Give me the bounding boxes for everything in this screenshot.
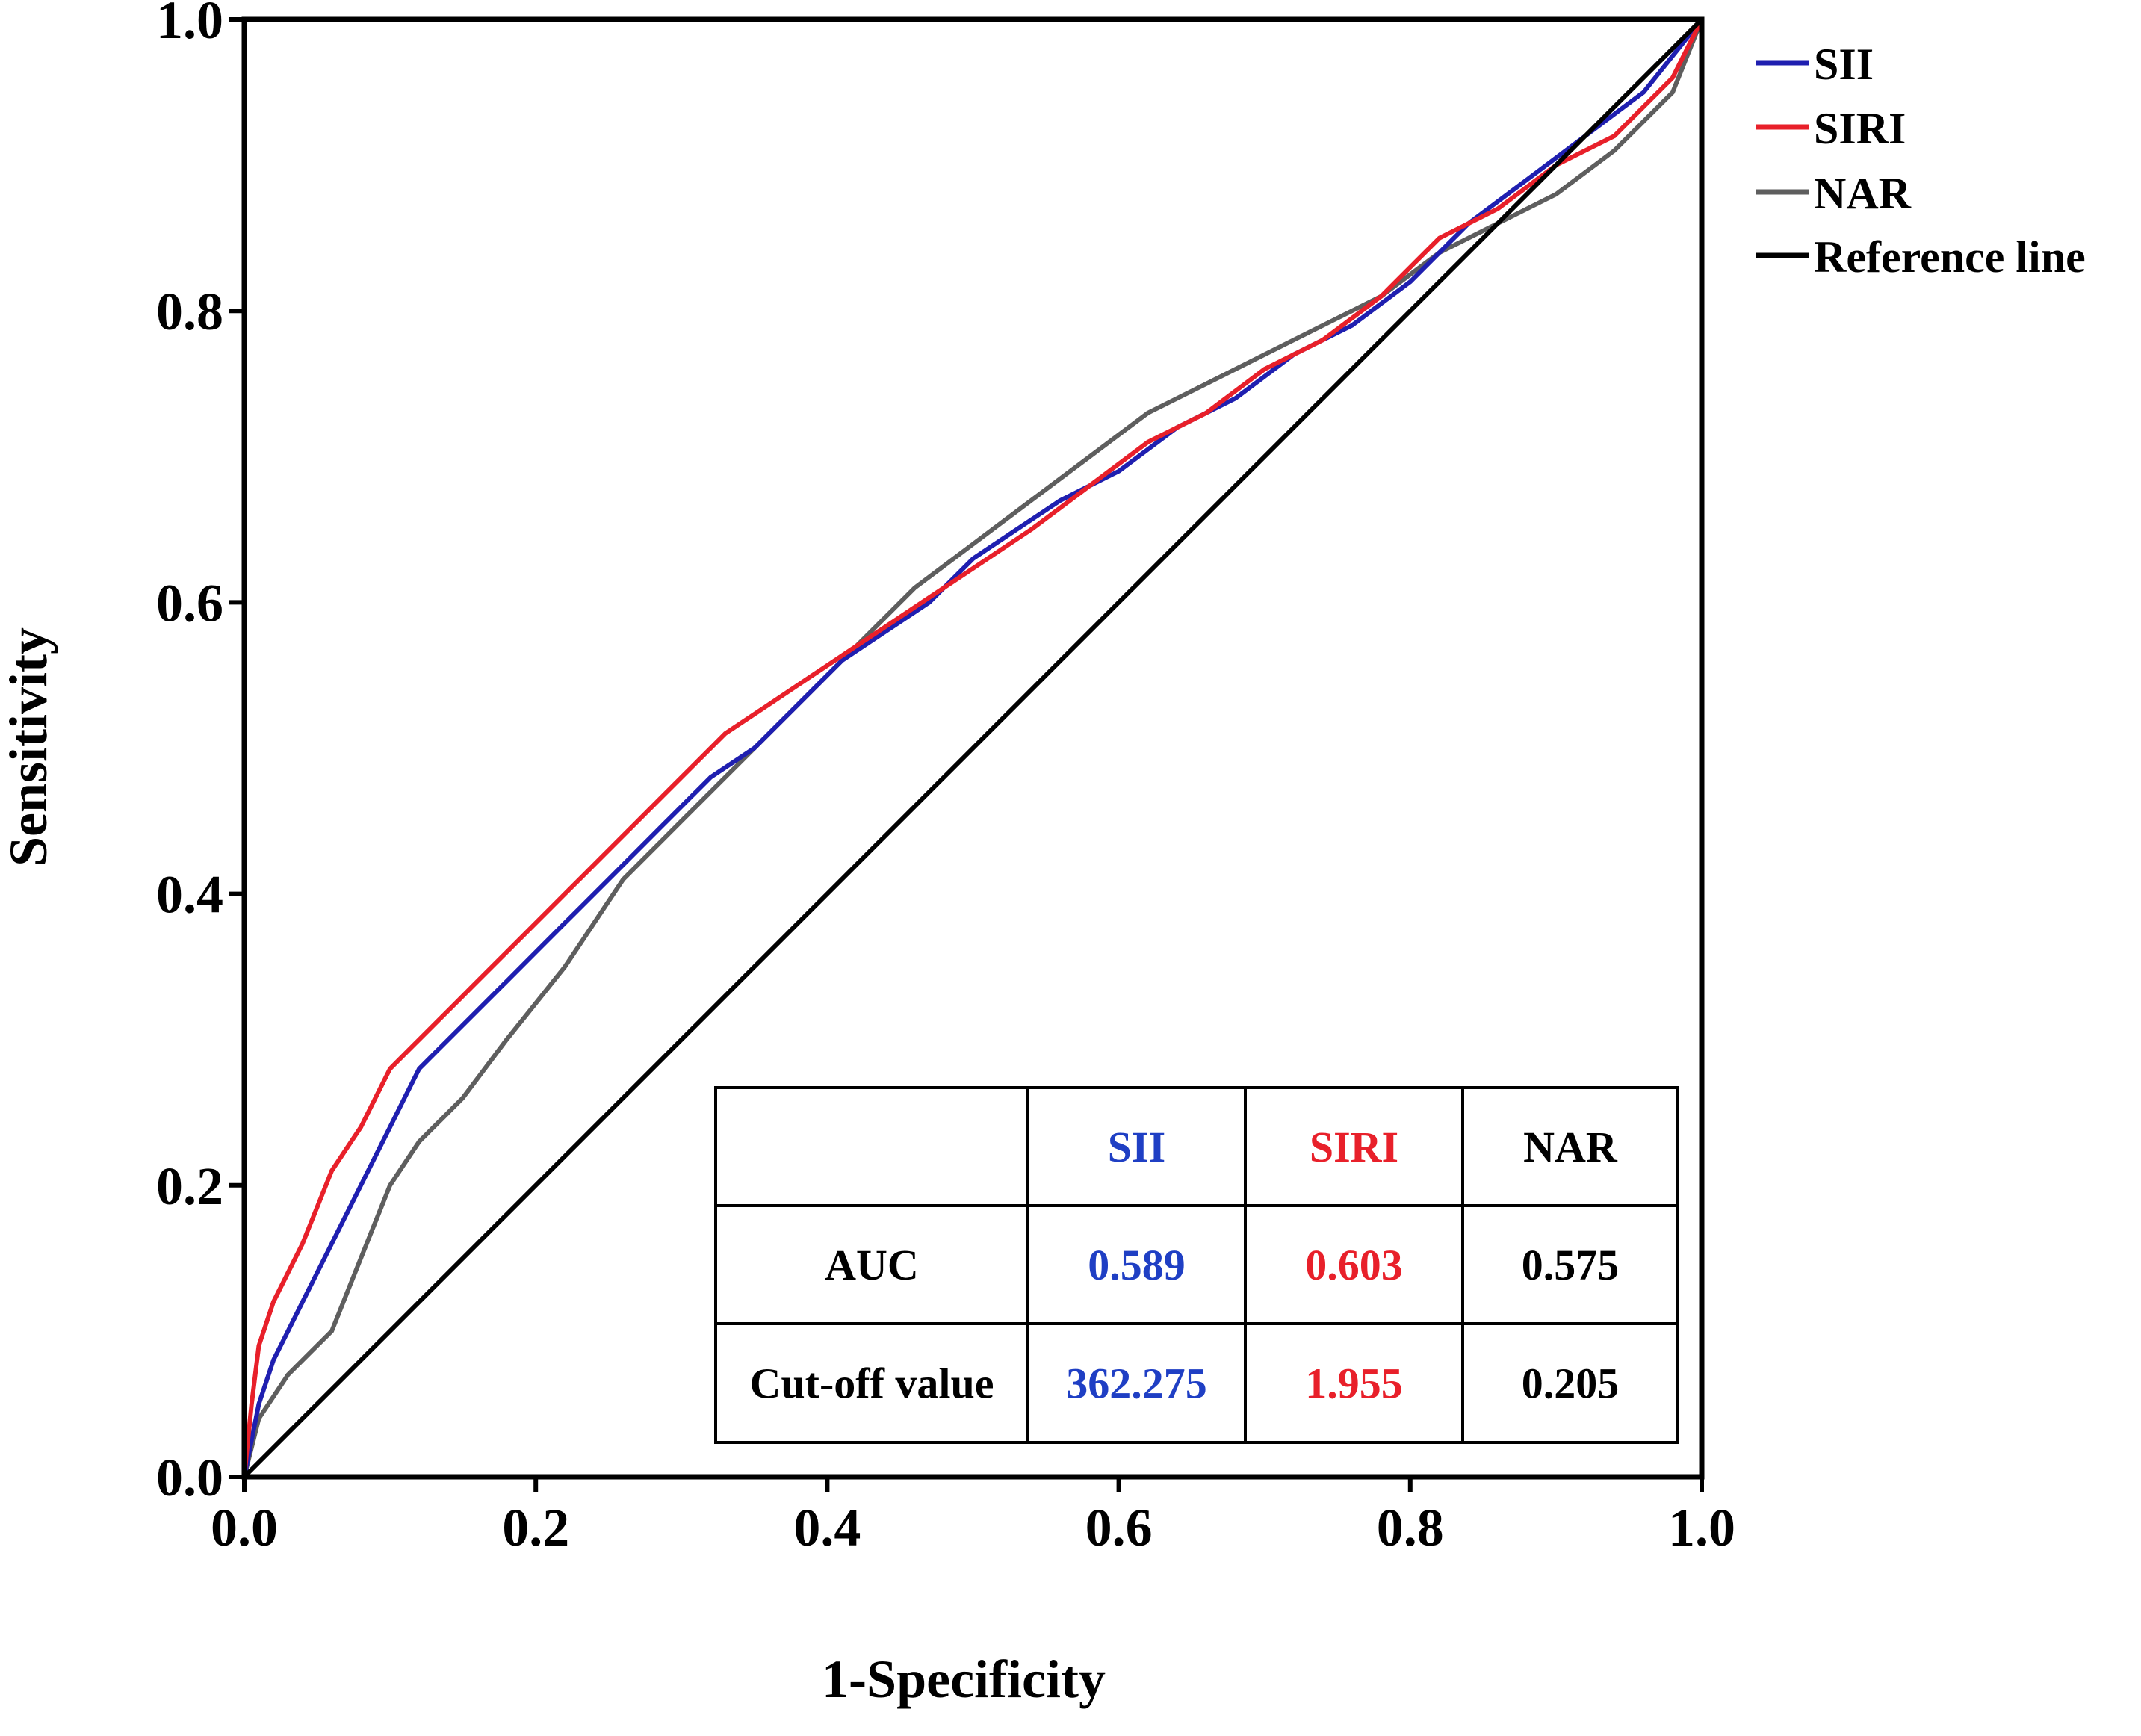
table-value-cell: 0.589	[1088, 1241, 1186, 1289]
table-header-cell: NAR	[1523, 1123, 1618, 1171]
table-value-cell: 1.955	[1305, 1360, 1403, 1408]
x-tick-label: 0.0	[211, 1498, 278, 1557]
legend-label: SIRI	[1814, 104, 1906, 153]
x-tick-label: 0.4	[793, 1498, 861, 1557]
table-row-label: AUC	[825, 1241, 919, 1289]
series-line-siri	[242, 18, 1704, 1478]
table-value-cell: 0.575	[1522, 1241, 1620, 1289]
y-tick-label: 0.2	[156, 1156, 223, 1216]
y-tick-label: 0.4	[156, 865, 223, 925]
table-row-label: Cut-off value	[749, 1360, 994, 1408]
x-tick-label: 0.2	[502, 1498, 569, 1557]
series-line-reference-line	[242, 17, 1704, 1479]
legend-label: NAR	[1814, 169, 1912, 218]
auc-table: SII SIRI NAR AUC 0.589 0.603 0.575 Cut-off valu…	[714, 1086, 1679, 1444]
x-axis-label: 1-Specificity	[822, 1649, 1106, 1709]
plot-frame	[241, 16, 1705, 1480]
y-tick-label: 0.6	[156, 573, 223, 633]
x-tick-label: 1.0	[1668, 1498, 1735, 1557]
table-value-cell: 0.205	[1522, 1360, 1620, 1408]
y-axis-label: Sensitivity	[0, 627, 58, 867]
table-header-cell: SIRI	[1310, 1123, 1398, 1171]
legend: SII SIRI NAR Reference line	[1756, 40, 2086, 282]
y-axis-ticks: 0.0 0.2 0.4 0.6 0.8 1.0	[156, 0, 244, 1507]
table-value-cell: 362.275	[1066, 1360, 1207, 1408]
x-tick-label: 0.6	[1085, 1498, 1153, 1557]
legend-label: SII	[1814, 40, 1874, 89]
x-tick-label: 0.8	[1377, 1498, 1444, 1557]
table-frame	[714, 1086, 1679, 1444]
table-value-cell: 0.603	[1305, 1241, 1403, 1289]
table-header-cell: SII	[1108, 1123, 1165, 1171]
series-layer	[242, 17, 1704, 1479]
series-line-nar	[242, 18, 1704, 1478]
x-axis-ticks: 0.0 0.2 0.4 0.6 0.8 1.0	[211, 1477, 1735, 1557]
y-tick-label: 0.0	[156, 1448, 223, 1507]
legend-label: Reference line	[1814, 232, 2086, 282]
series-line-sii	[242, 18, 1704, 1478]
y-tick-label: 0.8	[156, 282, 223, 341]
y-tick-label: 1.0	[156, 0, 223, 50]
